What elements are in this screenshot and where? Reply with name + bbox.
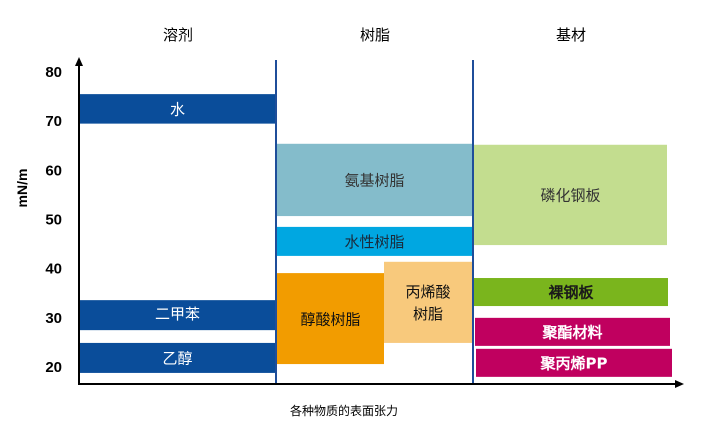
bar-6 [384, 261, 472, 343]
bar-9 [475, 317, 670, 346]
bar-5 [277, 273, 384, 365]
bar-7 [474, 144, 667, 246]
bar-label: 聚酯材料 [541, 324, 602, 342]
bar-2 [80, 342, 275, 373]
bar-0 [80, 94, 275, 124]
bar-10 [476, 348, 672, 377]
y-tick-label: 50 [45, 212, 62, 229]
y-tick-label: 70 [45, 113, 62, 130]
category-label-resin: 树脂 [360, 26, 390, 44]
bar-label: 丙烯酸 [405, 283, 450, 301]
bar-label: 氨基树脂 [344, 172, 404, 190]
bar-label: 树脂 [413, 305, 443, 323]
bar-3 [277, 143, 472, 217]
y-axis-label: mN/m [14, 169, 30, 208]
bar-label: 水性树脂 [344, 233, 404, 251]
category-label-substrate: 基材 [556, 26, 586, 44]
y-tick-label: 20 [45, 359, 62, 376]
bars-layer [80, 94, 672, 377]
bar-8 [474, 278, 668, 307]
x-axis-arrow [675, 380, 684, 388]
y-axis-arrow [75, 57, 83, 66]
bar-label: 乙醇 [162, 350, 192, 368]
bar-label: 二甲苯 [155, 305, 200, 323]
bar-4 [277, 226, 472, 256]
y-tick-label: 80 [45, 64, 62, 81]
bar-label: 醇酸树脂 [300, 310, 360, 328]
bar-label: 水 [170, 101, 185, 119]
x-axis-label: 各种物质的表面张力 [290, 403, 398, 418]
bar-label: 裸钢板 [548, 284, 594, 302]
y-tick-label: 40 [45, 261, 62, 278]
bar-label: 聚丙烯PP [540, 355, 608, 373]
y-tick-label: 30 [45, 310, 62, 327]
y-tick-label: 60 [45, 162, 62, 179]
y-ticks: 20 30 40 50 60 70 80 [45, 64, 62, 376]
category-label-solvent: 溶剂 [163, 26, 193, 44]
bar-label: 磷化钢板 [540, 187, 600, 205]
bar-1 [80, 300, 275, 331]
